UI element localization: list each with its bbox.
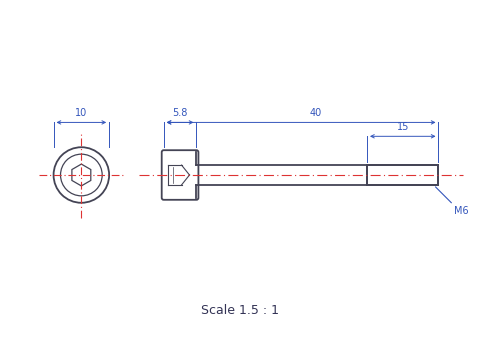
Text: 15: 15 (396, 122, 409, 132)
Text: M6: M6 (454, 206, 469, 216)
Text: Scale 1.5 : 1: Scale 1.5 : 1 (201, 304, 279, 317)
Bar (367, 165, 438, 185)
Text: 10: 10 (75, 108, 88, 118)
Text: 40: 40 (310, 108, 322, 118)
Text: 5.8: 5.8 (172, 108, 188, 118)
